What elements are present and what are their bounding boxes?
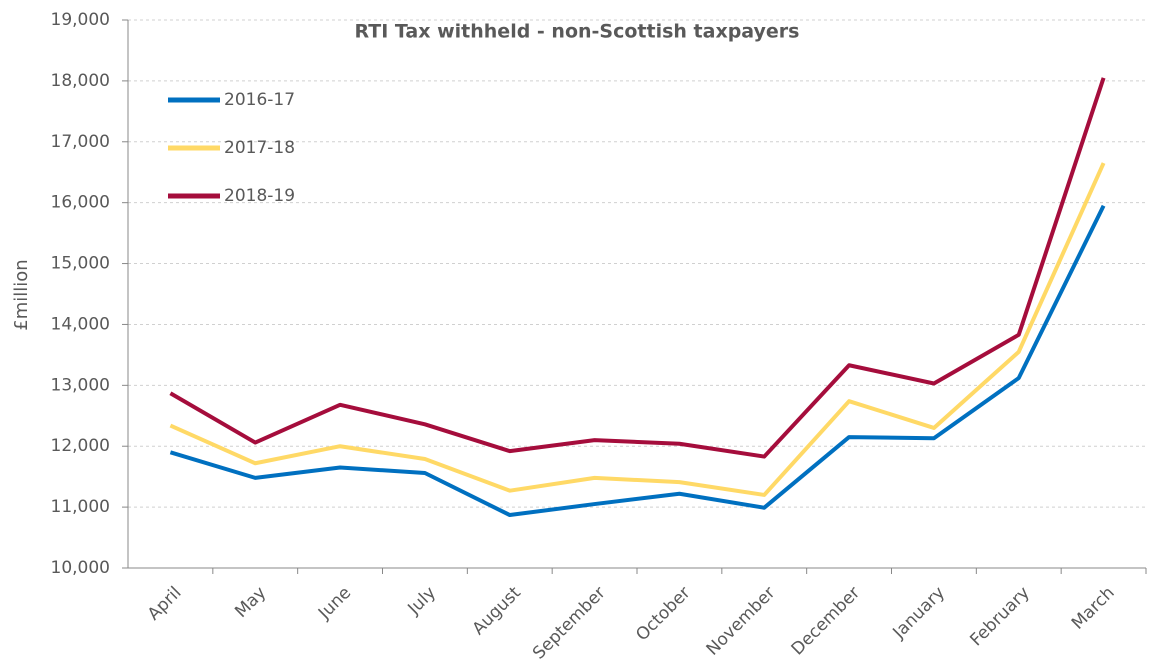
legend-label: 2016-17 — [224, 90, 295, 110]
x-tick-label: October — [632, 583, 694, 645]
line-series — [169, 162, 1106, 497]
x-tick-label: April — [144, 583, 186, 625]
y-tick-label: 13,000 — [51, 375, 110, 395]
y-tick-label: 11,000 — [51, 497, 110, 517]
x-tick-label: January — [889, 583, 949, 643]
chart-title: RTI Tax withheld - non-Scottish taxpayer… — [354, 21, 799, 43]
y-tick-label: 19,000 — [51, 10, 110, 30]
y-tick-label: 10,000 — [51, 558, 110, 578]
x-tick-label: August — [469, 583, 525, 639]
legend-label: 2018-19 — [224, 186, 295, 206]
y-tick-label: 16,000 — [51, 193, 110, 213]
y-tick-label: 15,000 — [51, 254, 110, 274]
line-series — [169, 77, 1106, 459]
x-tick-label: March — [1068, 583, 1119, 634]
x-tick-label: June — [314, 583, 355, 624]
x-tick-label: July — [404, 583, 440, 619]
legend-label: 2017-18 — [224, 138, 295, 158]
y-axis-label: £million — [11, 259, 32, 330]
y-tick-label: 18,000 — [51, 71, 110, 91]
line-series — [169, 204, 1106, 518]
y-tick-label: 12,000 — [51, 436, 110, 456]
x-tick-label: December — [788, 583, 864, 659]
y-tick-label: 14,000 — [51, 314, 110, 334]
x-tick-label: September — [529, 583, 610, 664]
x-tick-label: November — [703, 583, 780, 660]
x-tick-label: May — [231, 583, 270, 622]
x-tick-label: February — [966, 583, 1033, 650]
y-tick-label: 17,000 — [51, 132, 110, 152]
